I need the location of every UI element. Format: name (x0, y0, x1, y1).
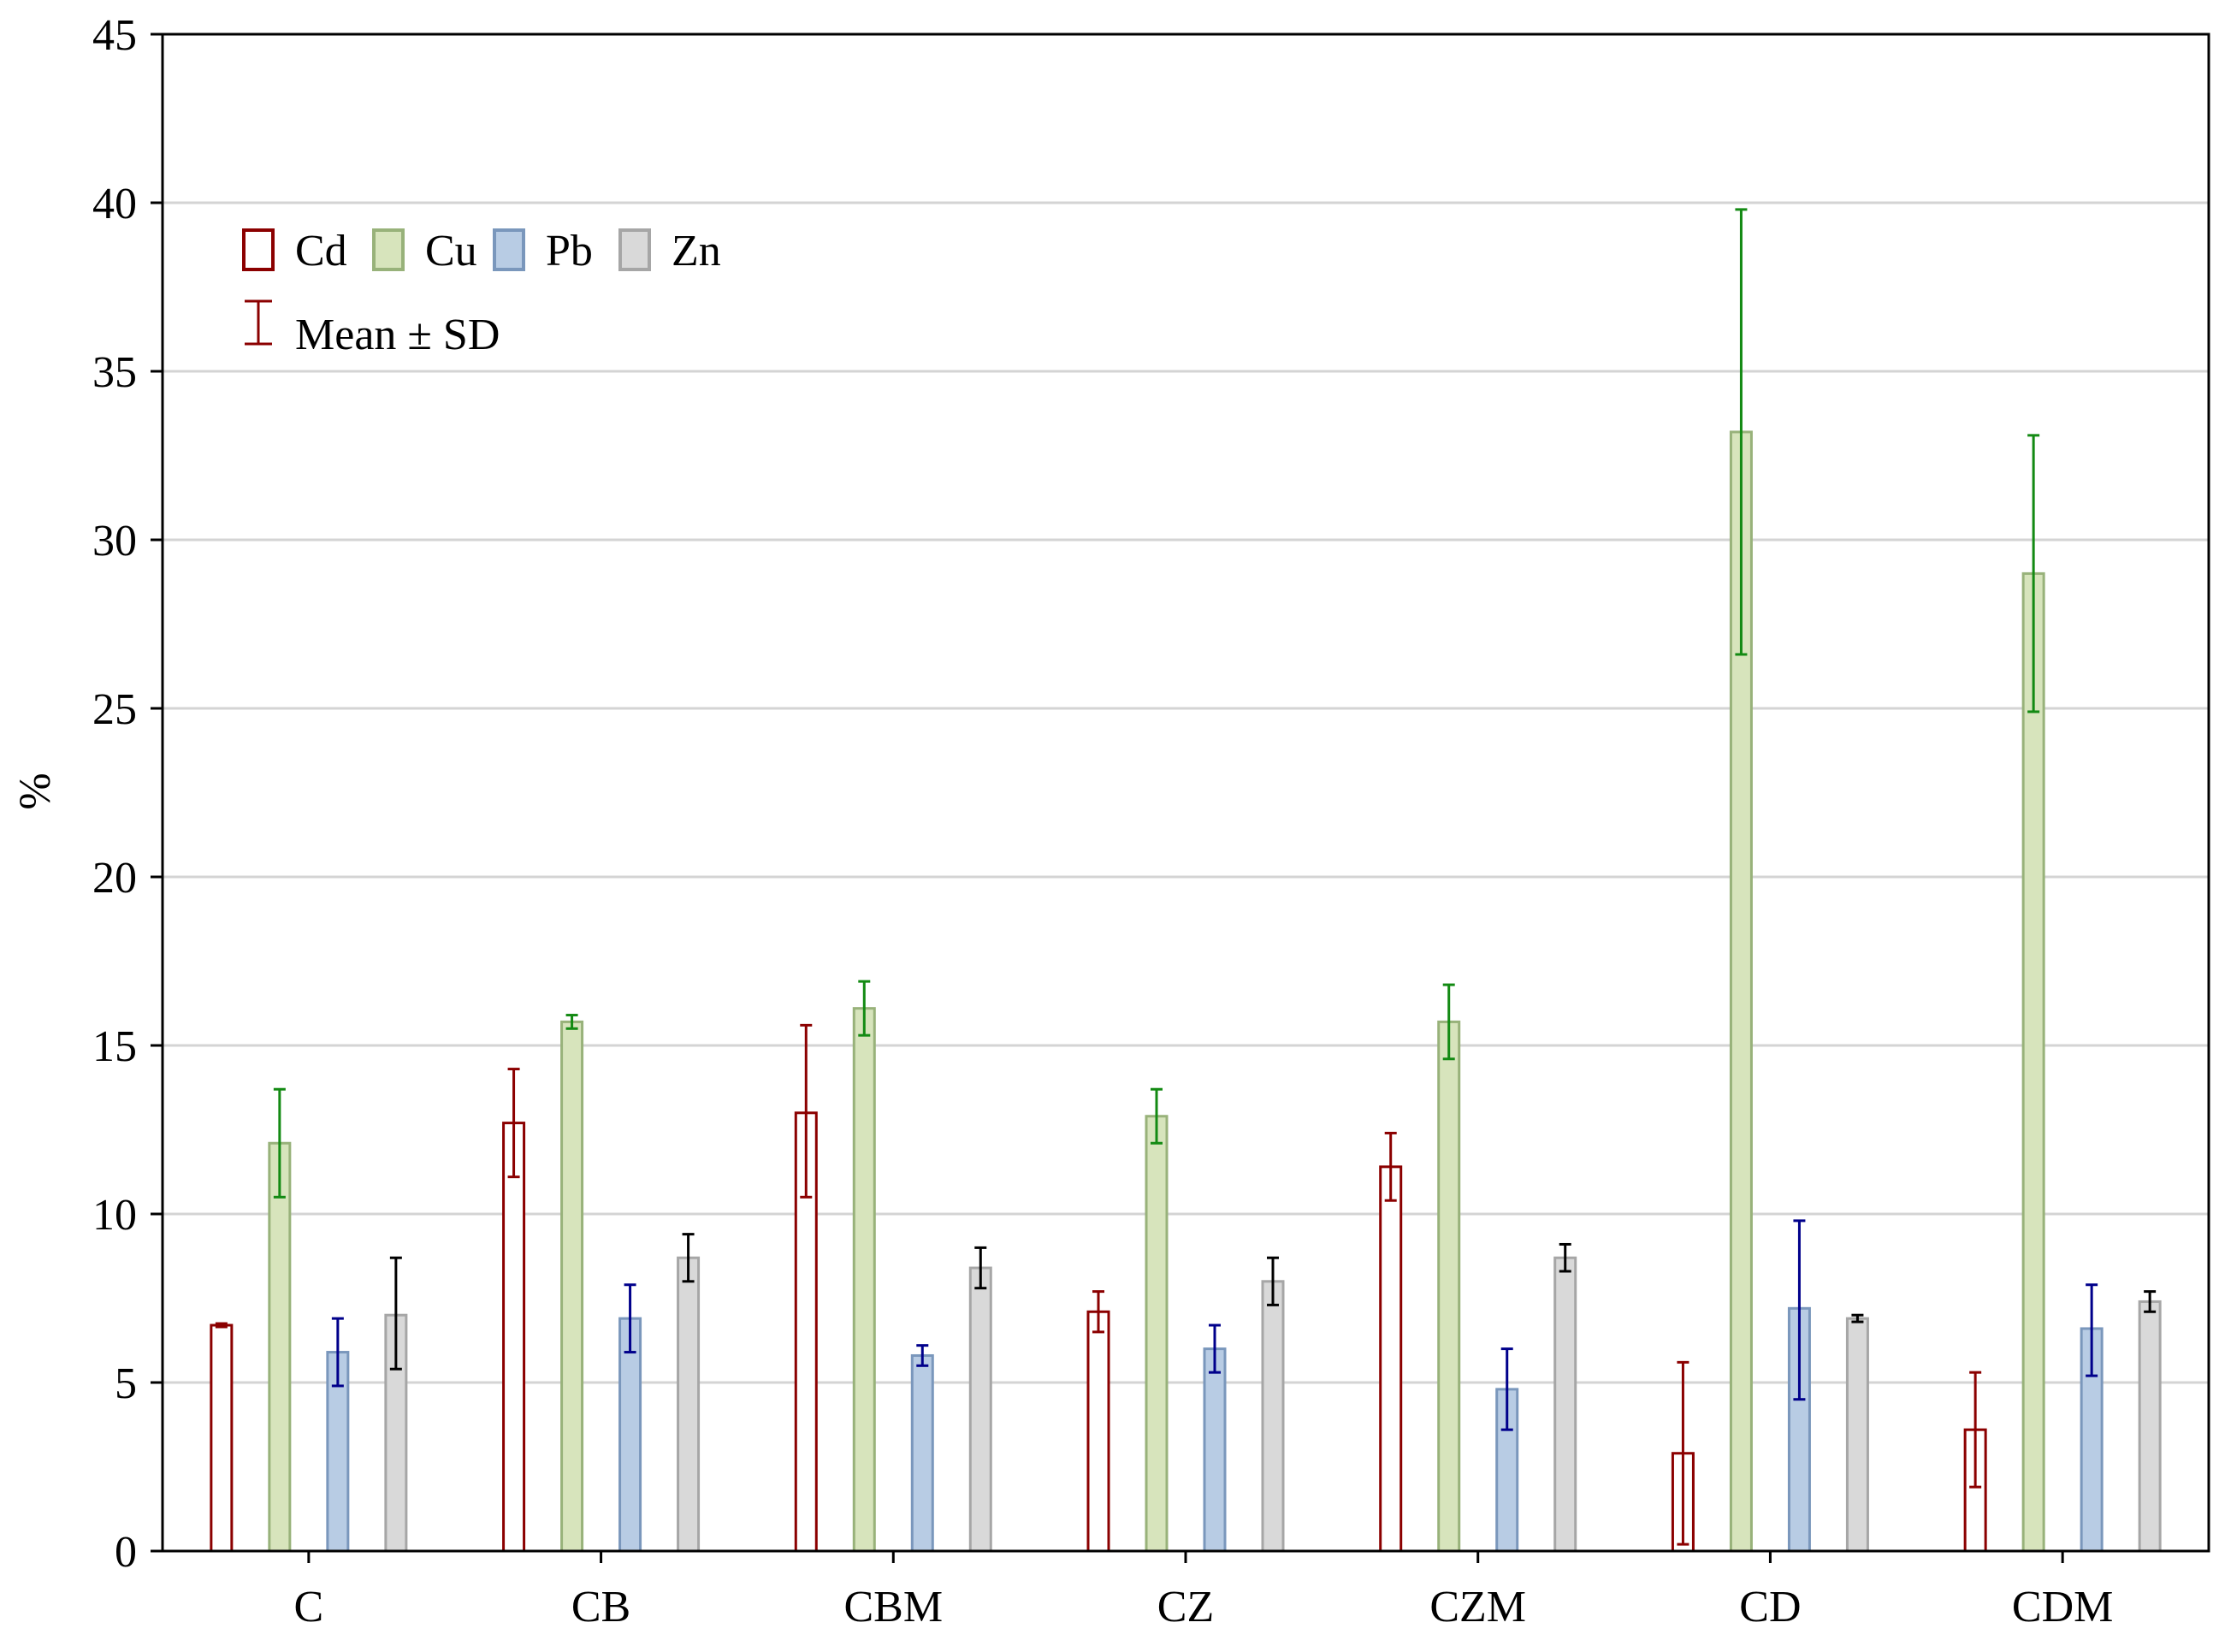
error-bar-layer (215, 208, 2157, 1546)
y-tick-label: 10 (92, 1191, 137, 1240)
bar-cd-c (210, 1323, 234, 1553)
legend-swatch-cd (242, 228, 275, 271)
bar-cu-cdm (2021, 571, 2045, 1553)
y-axis-label: % (11, 773, 60, 809)
y-tick-label: 35 (92, 348, 137, 397)
grid-layer (163, 201, 2209, 1384)
plot-frame (161, 33, 2210, 1553)
bar-pb-cz (1203, 1347, 1227, 1553)
bar-cd-cb (502, 1122, 526, 1553)
x-tick-label: CBM (843, 1583, 943, 1631)
y-tick-label: 30 (92, 517, 137, 565)
bar-cu-c (268, 1141, 292, 1553)
x-tick-label: CDM (2012, 1583, 2113, 1631)
y-tick-label: 40 (92, 180, 137, 228)
y-tick-label: 25 (92, 685, 137, 734)
x-tick-label: CZM (1429, 1583, 1526, 1631)
y-tick-label: 15 (92, 1022, 137, 1071)
legend-swatch-cu (372, 228, 405, 271)
legend-label-pb: Pb (546, 227, 593, 275)
x-tick-label: CZ (1157, 1583, 1214, 1631)
bar-cu-cz (1145, 1115, 1169, 1553)
legend-label-cd: Cd (295, 227, 347, 275)
x-tick-label: CD (1739, 1583, 1801, 1631)
y-tick-label: 20 (92, 854, 137, 903)
y-tick-label: 5 (115, 1359, 137, 1408)
legend-swatch-pb (493, 228, 525, 271)
bar-cd-czm (1379, 1165, 1403, 1553)
legend-label-zn: Zn (672, 227, 721, 275)
bar-pb-cbm (910, 1353, 934, 1553)
bar-zn-czm (1553, 1256, 1577, 1553)
bar-cu-cbm (852, 1007, 876, 1553)
legend-swatch-zn (618, 228, 651, 271)
legend-error-bar-icon (245, 299, 272, 346)
legend-label-cu: Cu (425, 227, 477, 275)
x-tick-label: CB (571, 1583, 630, 1631)
bar-zn-cbm (968, 1266, 992, 1553)
bar-zn-cdm (2138, 1300, 2162, 1553)
y-tick-label: 45 (92, 11, 137, 60)
bar-zn-cd (1845, 1317, 1869, 1553)
bar-cu-cb (560, 1020, 584, 1553)
x-tick-label: C (294, 1583, 324, 1631)
legend-error-bar-label: Mean ± SD (295, 311, 500, 359)
legend: Cd Cu Pb Zn Mean ± SD (242, 227, 721, 359)
bar-cd-cz (1086, 1310, 1110, 1553)
axis-layer: 0 5 10 15 20 25 30 35 40 45 C CB CBM CZ CZM CD CDM (92, 11, 2210, 1631)
bar-zn-cz (1261, 1280, 1285, 1553)
bar-cu-czm (1437, 1020, 1461, 1553)
y-tick-label: 0 (115, 1528, 137, 1577)
bar-zn-cb (677, 1256, 701, 1553)
